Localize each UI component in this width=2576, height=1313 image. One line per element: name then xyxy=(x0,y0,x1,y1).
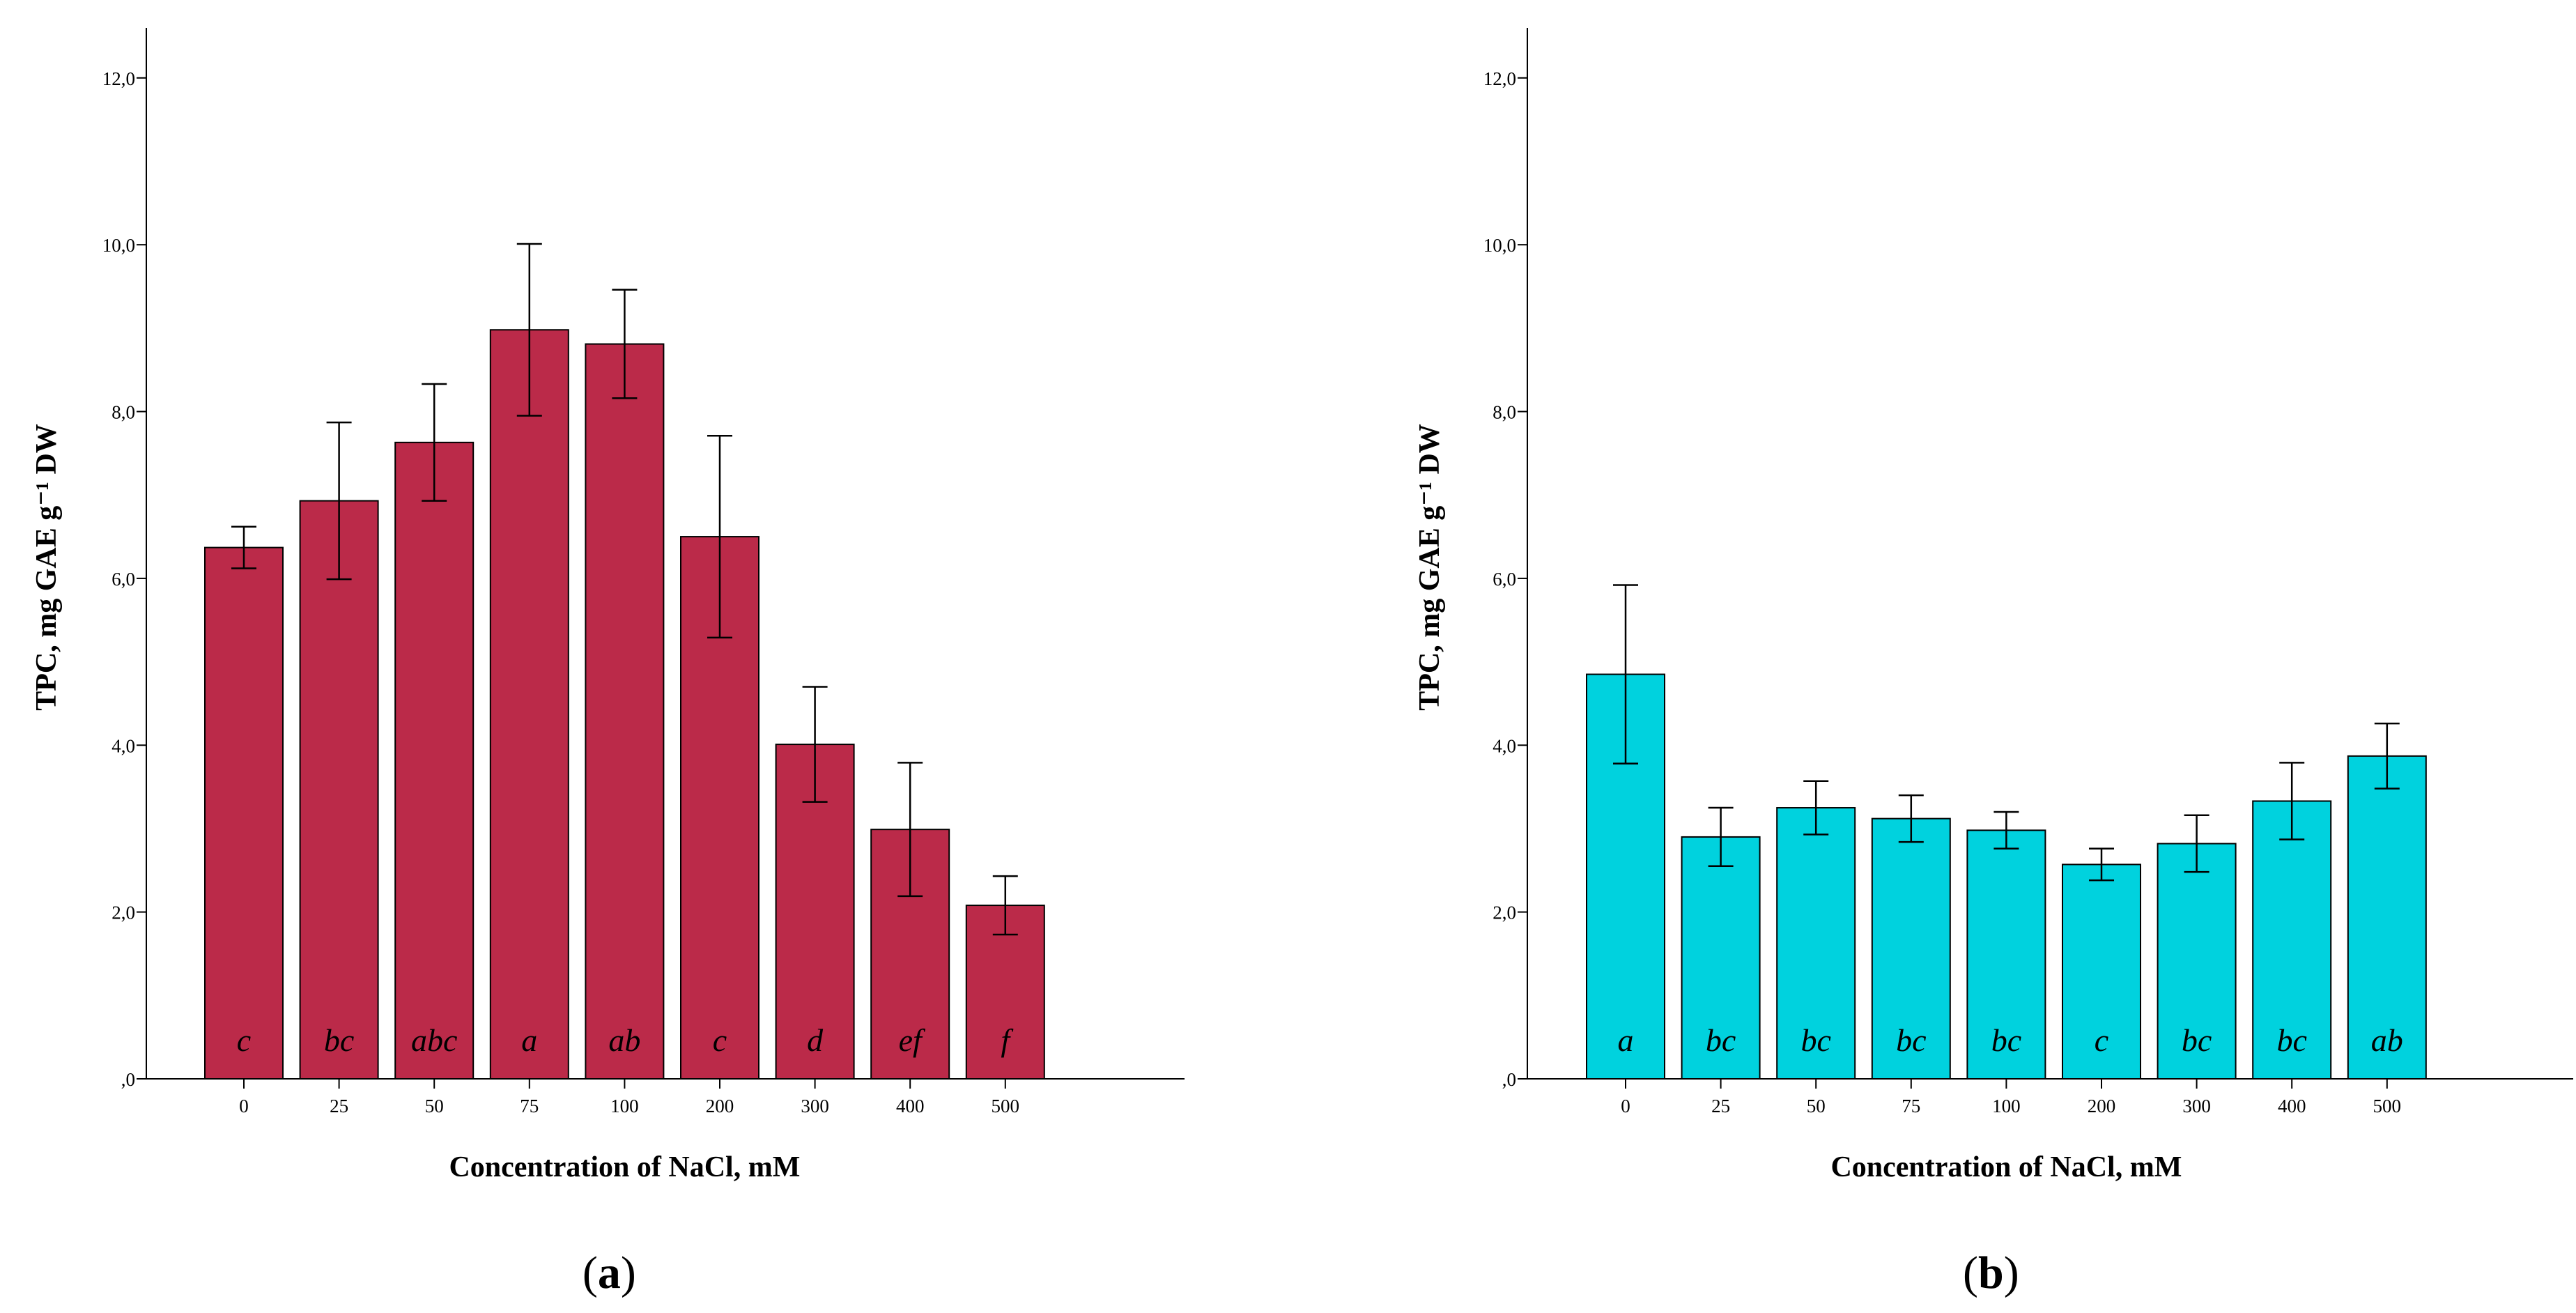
chart-a-y-axis-title: TPC, mg GAE g⁻¹ DW xyxy=(31,424,63,711)
chart-b-panel-label: (b) xyxy=(1963,1247,2019,1298)
chart-a-x-tick-label: 75 xyxy=(520,1096,539,1116)
chart-a-y-tick-label: 8,0 xyxy=(111,402,135,423)
chart-a-x-tick-label: 400 xyxy=(896,1096,925,1116)
chart-panel-b: ,0 2,0 4,0 6,0 8,0 10,0 12,0 TPC, mg GAE g⁻¹ DW… xyxy=(1383,0,2576,1313)
chart-b-x-tick-label: 400 xyxy=(2278,1096,2306,1116)
chart-a-significance-letter: c xyxy=(713,1022,727,1058)
chart-a-x-axis-title: Concentration of NaCl, mM xyxy=(449,1151,800,1183)
chart-b-bar xyxy=(1871,817,1951,1080)
chart-a-x-tick-label: 100 xyxy=(610,1096,639,1116)
chart-a-x-tick-label: 200 xyxy=(706,1096,734,1116)
chart-a-y-tick-label: 12,0 xyxy=(102,68,135,89)
chart-a-x-tick-label: 300 xyxy=(801,1096,829,1116)
chart-b-x-tick-label: 200 xyxy=(2088,1096,2116,1116)
chart-b-y-tick-label: 12,0 xyxy=(1483,68,1516,89)
chart-b-bar xyxy=(2347,755,2427,1080)
chart-b-significance-letter: bc xyxy=(1991,1022,2021,1058)
chart-b-y-tick-label: 10,0 xyxy=(1483,235,1516,256)
chart-a-x-tick-label: 500 xyxy=(992,1096,1020,1116)
chart-a-svg: ,0 2,0 4,0 6,0 8,0 10,0 12,0 TPC, mg GAE g⁻¹ DW… xyxy=(31,28,1185,1298)
chart-a-significance-letter: ef xyxy=(899,1022,926,1058)
chart-a-bar xyxy=(394,441,475,1080)
chart-b-significance-letter: bc xyxy=(2182,1022,2212,1058)
chart-b-bar xyxy=(1966,829,2046,1080)
chart-a-significance-letter: ab xyxy=(608,1022,640,1058)
chart-a-significance-letter: d xyxy=(807,1022,824,1058)
chart-b-significance-letter: bc xyxy=(1706,1022,1736,1058)
chart-panel-a: ,0 2,0 4,0 6,0 8,0 10,0 12,0 TPC, mg GAE g⁻¹ DW… xyxy=(31,28,1185,1298)
chart-b-x-tick-label: 25 xyxy=(1711,1096,1730,1116)
chart-b-y-tick-label: ,0 xyxy=(1502,1069,1516,1090)
chart-b-x-axis-title: Concentration of NaCl, mM xyxy=(1830,1151,2182,1183)
chart-b-significance-letter: bc xyxy=(2276,1022,2306,1058)
chart-a-y-tick-label: 10,0 xyxy=(102,235,135,256)
chart-b-y-tick-label: 2,0 xyxy=(1493,903,1516,923)
chart-b-bar xyxy=(1776,807,1856,1080)
chart-b-x-tick-label: 300 xyxy=(2182,1096,2211,1116)
chart-a-significance-letter: a xyxy=(521,1022,537,1058)
chart-b-x-tick-label: 100 xyxy=(1992,1096,2021,1116)
chart-b-x-tick-label: 75 xyxy=(1902,1096,1920,1116)
chart-a-y-tick-label: 4,0 xyxy=(111,735,135,756)
chart-b-significance-letter: ab xyxy=(2371,1022,2403,1058)
chart-a-y-tick-label: ,0 xyxy=(121,1069,135,1090)
chart-a-bar xyxy=(204,546,284,1080)
chart-a-x-tick-label: 0 xyxy=(239,1096,249,1116)
chart-a-significance-letter: bc xyxy=(324,1022,354,1058)
chart-a-significance-letter: c xyxy=(237,1022,251,1058)
chart-b-significance-letter: a xyxy=(1618,1022,1634,1058)
chart-b-bar xyxy=(2157,843,2237,1080)
chart-b-significance-letter: bc xyxy=(1896,1022,1926,1058)
chart-b-x-tick-label: 500 xyxy=(2373,1096,2402,1116)
chart-a-y-tick-label: 6,0 xyxy=(111,569,135,590)
chart-b-y-axis-title: TPC, mg GAE g⁻¹ DW xyxy=(1414,424,1446,711)
chart-b-y-tick-label: 4,0 xyxy=(1493,735,1516,756)
chart-a-y-tick-label: 2,0 xyxy=(111,903,135,923)
chart-b-bar xyxy=(1681,836,1761,1080)
chart-b-x-tick-label: 50 xyxy=(1807,1096,1826,1116)
chart-a-significance-letter: abc xyxy=(411,1022,457,1058)
chart-b-bar xyxy=(2062,863,2141,1080)
chart-a-bar xyxy=(299,500,379,1080)
chart-a-bar xyxy=(489,329,569,1080)
chart-b-significance-letter: bc xyxy=(1800,1022,1830,1058)
chart-b-significance-letter: c xyxy=(2095,1022,2108,1058)
chart-a-x-tick-label: 25 xyxy=(330,1096,348,1116)
chart-b-x-tick-label: 0 xyxy=(1621,1096,1630,1116)
chart-b-svg: ,0 2,0 4,0 6,0 8,0 10,0 12,0 TPC, mg GAE g⁻¹ DW… xyxy=(1414,28,2573,1298)
chart-a-bar xyxy=(585,343,665,1080)
chart-b-y-tick-label: 6,0 xyxy=(1493,569,1516,590)
chart-a-x-tick-label: 50 xyxy=(425,1096,444,1116)
chart-b-y-tick-label: 8,0 xyxy=(1493,402,1516,423)
chart-a-panel-label: (a) xyxy=(583,1247,636,1298)
